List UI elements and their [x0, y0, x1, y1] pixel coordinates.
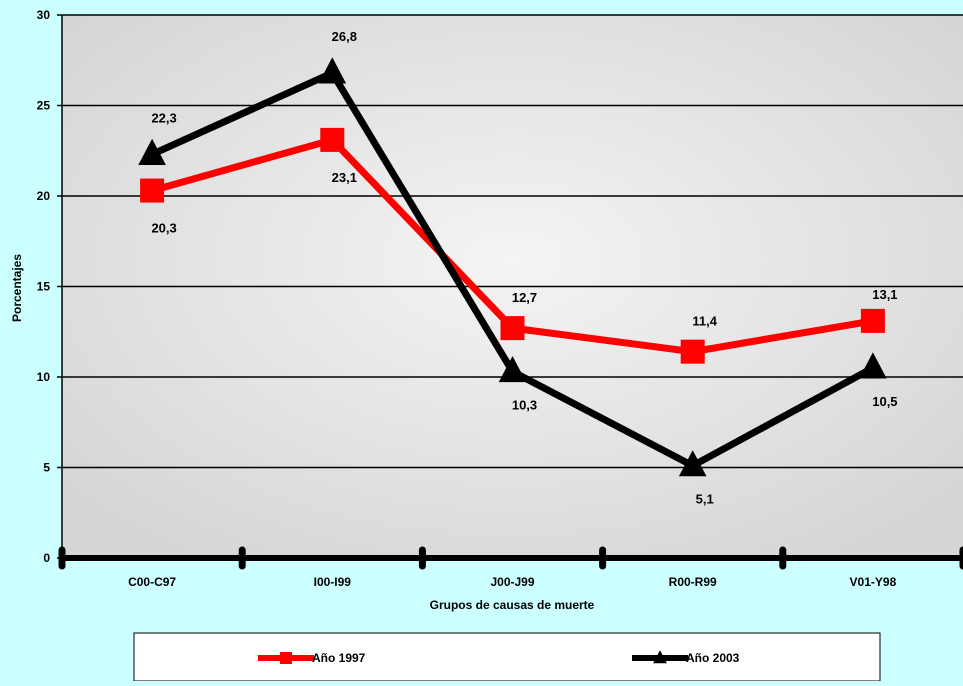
y-tick-label: 30	[37, 8, 51, 22]
legend-item-1: Año 2003	[632, 650, 740, 665]
x-tick-label: I00-I99	[314, 575, 352, 589]
series-layer	[138, 57, 887, 477]
data-label: 10,3	[512, 398, 537, 413]
x-tick-label: J00-J99	[490, 575, 534, 589]
data-point-square	[680, 339, 705, 364]
series-0	[140, 127, 885, 364]
x-axis-ticks: C00-C97 I00-I99 J00-J99 R00-R99 V01-Y98	[58, 546, 963, 589]
legend-box	[133, 632, 881, 682]
legend-label: Año 2003	[686, 651, 740, 665]
legend-items: Año 1997 Año 2003	[258, 650, 740, 665]
data-label: 5,1	[696, 492, 714, 507]
data-label: 11,4	[692, 314, 717, 329]
data-point-square	[860, 308, 885, 333]
data-point-triangle	[678, 450, 707, 477]
data-label: 26,8	[332, 29, 357, 44]
x-tick-label: C00-C97	[128, 575, 176, 589]
data-label: 23,1	[332, 170, 357, 185]
data-point-square	[320, 127, 345, 152]
y-tick-label: 10	[37, 370, 51, 384]
data-labels: 20,3 23,1 12,7 11,4 13,1 22,3 26,8 10,3 5,1 10,5	[151, 29, 897, 507]
data-label: 13,1	[872, 287, 897, 302]
y-axis-title: Porcentajes	[10, 254, 24, 322]
y-tick-label: 25	[37, 99, 51, 113]
y-tick-label: 15	[37, 280, 51, 294]
x-tick-label: R00-R99	[669, 575, 717, 589]
data-label: 10,5	[872, 394, 897, 409]
legend-item-0: Año 1997	[258, 651, 366, 665]
y-tick-label: 0	[43, 551, 50, 565]
y-axis-ticks: 0 5 10 15 20 25 30	[37, 8, 62, 565]
x-axis-title: Grupos de causas de muerte	[430, 598, 595, 612]
data-point-square	[140, 178, 165, 203]
data-point-triangle	[138, 138, 166, 165]
y-tick-label: 5	[43, 461, 50, 475]
y-tick-label: 20	[37, 189, 51, 203]
data-point-square	[500, 316, 525, 341]
legend-label: Año 1997	[312, 651, 366, 665]
data-point-triangle	[859, 352, 887, 379]
data-point-square	[280, 652, 292, 664]
legend: Año 1997 Año 2003	[133, 632, 881, 682]
data-point-triangle	[653, 650, 667, 664]
data-point-triangle	[318, 57, 347, 84]
data-label: 12,7	[512, 290, 537, 305]
data-point-triangle	[498, 355, 527, 383]
data-label: 20,3	[151, 221, 176, 236]
x-tick-label: V01-Y98	[850, 575, 897, 589]
series-1	[138, 57, 887, 477]
data-label: 22,3	[151, 110, 176, 125]
